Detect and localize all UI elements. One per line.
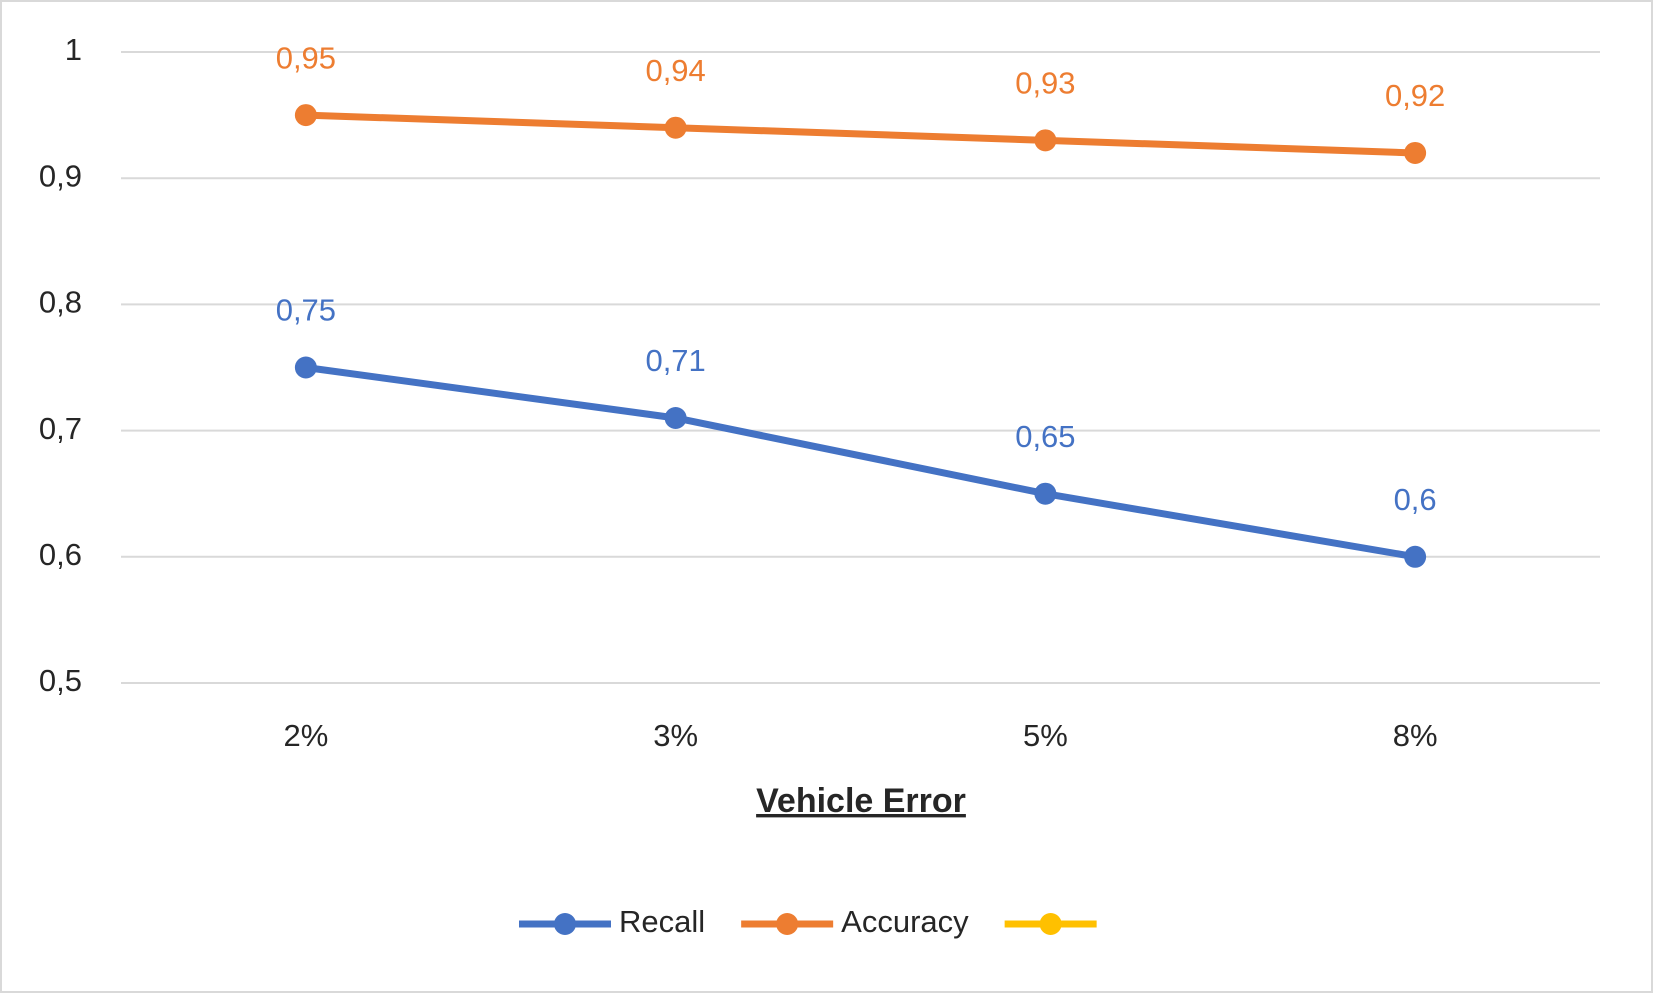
data-label: 0,75 [276,293,336,328]
y-tick-label: 0,7 [39,411,82,446]
data-label: 0,71 [645,343,705,378]
data-label: 0,93 [1015,66,1075,101]
data-point [294,356,317,379]
legend-marker [1039,913,1062,935]
legend-label: Accuracy [841,904,969,939]
series-line [305,364,1416,561]
legend-marker [554,913,576,935]
data-label: 0,95 [276,40,336,75]
y-tick-label: 0,5 [39,663,82,698]
y-tick-label: 1 [65,32,82,67]
data-label: 0,94 [645,53,705,88]
x-axis-title: Vehicle Error [756,782,966,820]
data-point [1034,129,1057,152]
data-point [664,116,687,139]
y-tick-label: 0,8 [39,285,82,320]
y-tick-label: 0,9 [39,158,82,193]
data-label: 0,6 [1394,482,1437,517]
data-point [1404,545,1427,568]
data-point [1404,141,1427,164]
data-label: 0,92 [1385,78,1445,113]
data-label: 0,65 [1015,419,1075,454]
y-tick-label: 0,6 [39,537,82,572]
x-tick-label: 5% [1023,718,1068,753]
x-tick-label: 3% [653,718,698,753]
x-tick-label: 2% [283,718,328,753]
data-point [294,104,317,127]
data-point [664,406,687,429]
series-line [305,111,1416,157]
data-point [1034,482,1057,505]
legend-marker [776,913,799,935]
x-tick-label: 8% [1393,718,1438,753]
legend-label: Recall [619,904,705,939]
